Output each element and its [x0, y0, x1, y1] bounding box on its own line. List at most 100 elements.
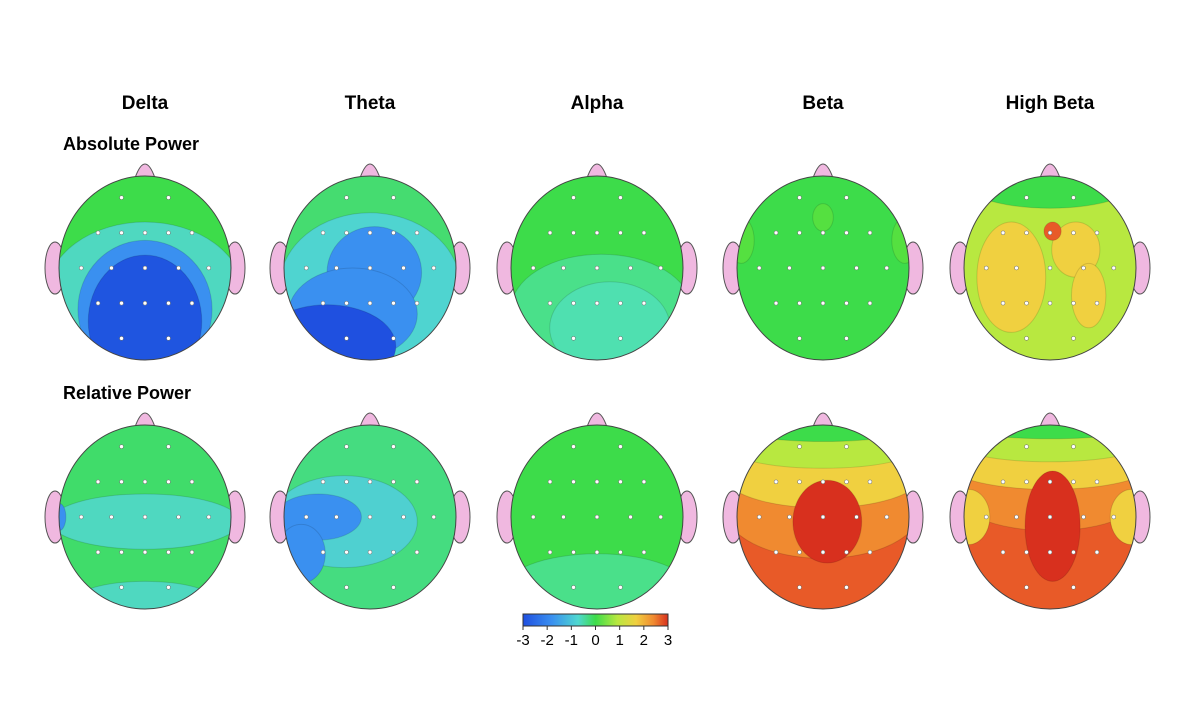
electrode [867, 549, 873, 555]
electrode [571, 549, 576, 555]
electrode [820, 265, 826, 271]
column-title: Alpha [571, 93, 624, 114]
electrode [304, 265, 309, 271]
electrode [1111, 514, 1116, 520]
topomap [949, 163, 1151, 361]
color-field [284, 425, 456, 609]
electrode [844, 230, 849, 236]
electrode [414, 230, 420, 236]
electrode [1024, 230, 1029, 236]
electrode [594, 549, 600, 555]
electrode [142, 230, 148, 236]
electrode [1024, 549, 1029, 555]
topomap [949, 412, 1151, 610]
electrode [844, 336, 849, 341]
electrode [391, 549, 396, 555]
field-region [792, 479, 863, 564]
electrode [391, 300, 396, 306]
electrode [844, 585, 849, 590]
electrode [984, 514, 989, 520]
row-title: Relative Power [63, 383, 191, 403]
electrode [401, 265, 406, 271]
electrode [757, 265, 762, 271]
topomap [44, 163, 246, 361]
electrode [1094, 479, 1100, 485]
electrode [79, 265, 84, 271]
head-outline [736, 424, 910, 610]
color-field [284, 176, 456, 360]
electrode [531, 265, 536, 271]
electrode [547, 230, 553, 236]
electrode [547, 479, 553, 485]
field-region [87, 254, 203, 360]
electrode [166, 549, 171, 555]
electrode [367, 479, 373, 485]
electrode [787, 265, 792, 271]
electrode [189, 479, 195, 485]
electrode [367, 300, 373, 306]
electrode [166, 444, 171, 449]
electrode [547, 300, 553, 306]
electrode [414, 479, 420, 485]
electrode [1047, 479, 1053, 485]
electrode [1071, 444, 1076, 449]
electrode [571, 585, 576, 590]
electrode [320, 479, 326, 485]
electrode [628, 514, 633, 520]
column-title: Beta [802, 93, 844, 114]
electrode [1071, 195, 1076, 200]
electrode [1024, 444, 1029, 449]
electrode [166, 585, 171, 590]
electrode [142, 300, 148, 306]
head-outline [963, 175, 1137, 361]
electrode [618, 300, 623, 306]
electrode [561, 265, 566, 271]
electrode [414, 300, 420, 306]
electrode [1000, 549, 1006, 555]
electrode [367, 265, 373, 271]
electrode [844, 444, 849, 449]
electrode [320, 549, 326, 555]
head-outline [963, 424, 1137, 610]
electrode [344, 444, 349, 449]
electrode [334, 514, 339, 520]
electrode [594, 514, 600, 520]
electrode [119, 549, 124, 555]
color-field [59, 176, 231, 360]
electrode [797, 585, 802, 590]
electrode [1014, 265, 1019, 271]
electrode [320, 300, 326, 306]
electrode [797, 479, 802, 485]
field-region [1043, 221, 1062, 241]
electrode [884, 265, 889, 271]
electrode [594, 230, 600, 236]
electrode [641, 300, 647, 306]
electrode [820, 549, 826, 555]
electrode [1024, 195, 1029, 200]
electrode [119, 195, 124, 200]
electrode [820, 479, 826, 485]
electrode [571, 336, 576, 341]
electrode [1071, 336, 1076, 341]
electrode [367, 230, 373, 236]
electrode [594, 479, 600, 485]
electrode [320, 230, 326, 236]
electrode [1000, 479, 1006, 485]
electrode [884, 514, 889, 520]
electrode [1047, 514, 1053, 520]
electrode [391, 585, 396, 590]
electrode [1071, 585, 1076, 590]
electrode [344, 195, 349, 200]
head-outline [510, 424, 684, 610]
electrode [79, 514, 84, 520]
electrode [367, 549, 373, 555]
electrode [189, 230, 195, 236]
topomap [269, 412, 471, 610]
electrode [166, 479, 171, 485]
electrode [334, 265, 339, 271]
electrode [1047, 549, 1053, 555]
electrode [142, 265, 148, 271]
column-title: Theta [345, 93, 396, 114]
electrode [95, 230, 101, 236]
